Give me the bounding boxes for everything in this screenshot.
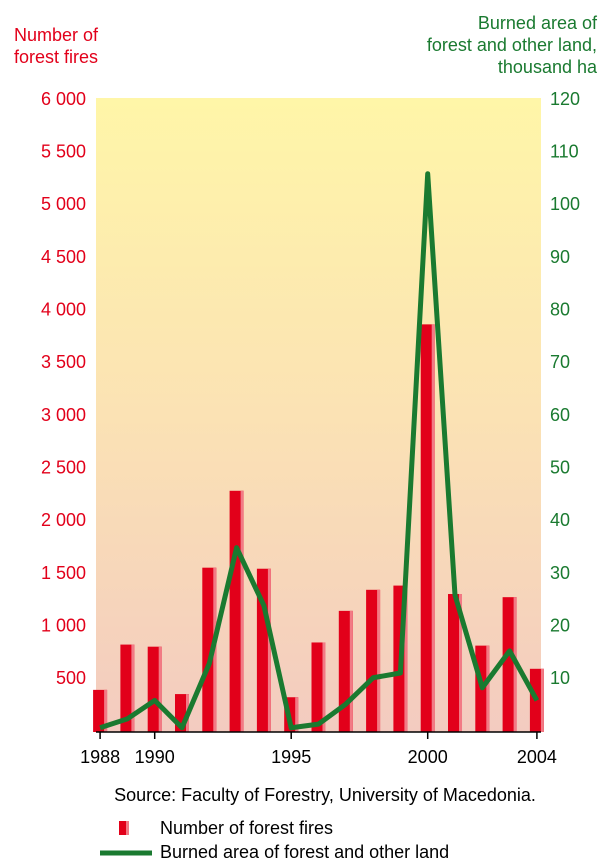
y2-axis-label: Burned area of [478,13,598,33]
bar [93,689,108,732]
bar-highlight [131,644,135,732]
y-axis-label: Number of [14,25,99,45]
bar [502,597,517,732]
bar-highlight [431,324,435,732]
bar-highlight [295,697,299,732]
y2-tick-label: 90 [550,247,570,267]
bar-highlight [104,689,108,732]
y-tick-label: 5 500 [41,141,86,161]
bar-highlight [540,668,544,732]
y2-tick-label: 10 [550,668,570,688]
y-tick-label: 5 000 [41,194,86,214]
y-axis-label: forest fires [14,47,98,67]
bar-highlight [404,585,408,732]
y2-tick-label: 60 [550,405,570,425]
y-tick-label: 500 [56,668,86,688]
bar [202,567,217,732]
y-tick-label: 2 500 [41,457,86,477]
bar [420,324,435,732]
plot-area [96,98,541,732]
bar-highlight [267,568,271,732]
x-tick-label: 1988 [80,747,120,767]
line [99,171,540,731]
y2-tick-label: 40 [550,510,570,530]
y-tick-label: 2 000 [41,510,86,530]
legend-label: Number of forest fires [160,818,333,838]
x-tick-label: 1995 [271,747,311,767]
source: Source: Faculty of Forestry, University … [114,785,536,805]
bar-highlight [377,589,381,732]
y-tick-label: 4 000 [41,299,86,319]
y2-tick-label: 30 [550,563,570,583]
y-tick-label: 3 500 [41,352,86,372]
y2-axis-label: thousand ha [498,57,598,77]
bar [448,594,463,732]
y2-tick-label: 20 [550,615,570,635]
y2-tick-label: 70 [550,352,570,372]
bar [311,642,326,732]
bar-highlight [322,642,326,732]
y-tick-label: 1 500 [41,563,86,583]
bar-highlight [349,610,353,732]
y2-tick-label: 50 [550,457,570,477]
bar-highlight [486,645,490,732]
bar [120,644,135,732]
y-tick-label: 1 000 [41,615,86,635]
bar-highlight [240,490,244,732]
bar-highlight [459,594,463,732]
y2-tick-label: 120 [550,89,580,109]
y-tick-label: 3 000 [41,405,86,425]
bar [366,589,381,732]
legend-swatch [119,821,129,835]
x-tick-label: 2000 [408,747,448,767]
bar [147,646,162,732]
y-tick-label: 6 000 [41,89,86,109]
y2-tick-label: 100 [550,194,580,214]
y2-tick-label: 80 [550,299,570,319]
legend-swatch-highlight [126,821,129,835]
y-tick-label: 4 500 [41,247,86,267]
x-tick-label: 1990 [135,747,175,767]
x-tick-label: 2004 [517,747,557,767]
bar [256,568,271,732]
y2-axis-label: forest and other land, [427,35,597,55]
bar-highlight [158,646,162,732]
legend-label: Burned area of forest and other land [160,842,449,862]
y2-tick-label: 110 [550,141,579,161]
